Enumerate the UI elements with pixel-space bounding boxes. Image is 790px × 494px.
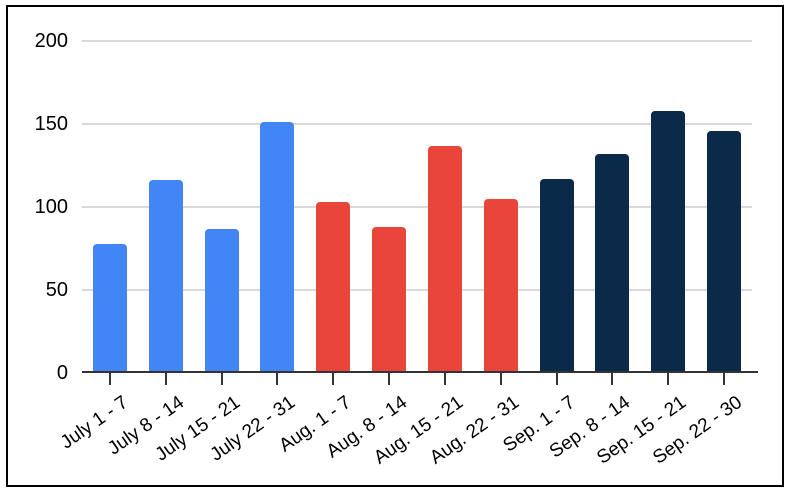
chart-frame [6,5,784,487]
